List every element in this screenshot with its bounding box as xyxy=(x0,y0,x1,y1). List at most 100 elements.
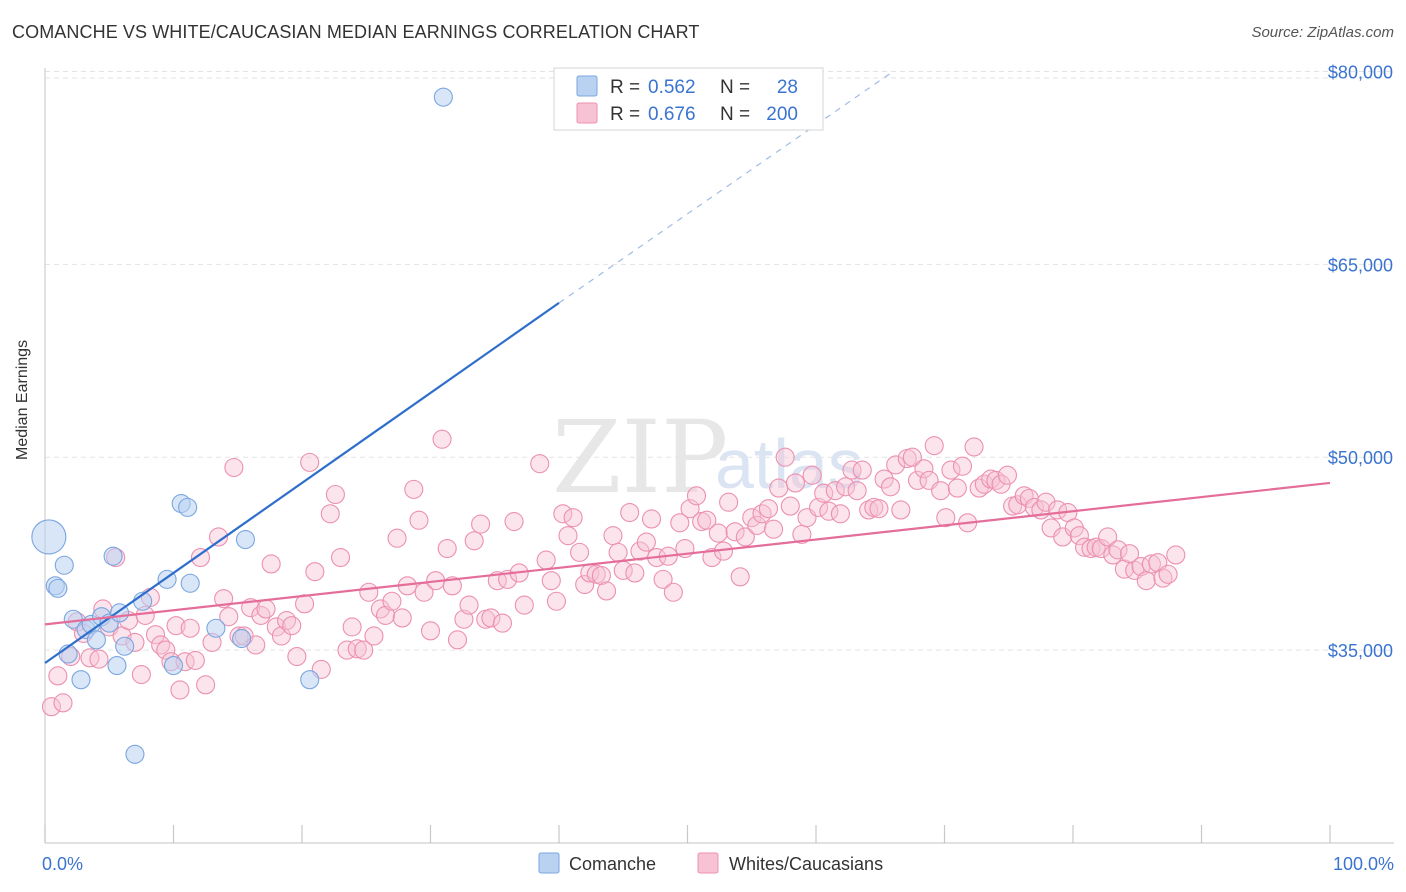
white-point xyxy=(719,492,739,512)
white-point xyxy=(190,547,211,568)
white-point xyxy=(869,499,889,519)
white-point xyxy=(596,581,617,601)
white-point xyxy=(347,639,367,659)
white-point xyxy=(708,523,728,543)
white-point xyxy=(185,650,205,670)
comanche-trend-line xyxy=(44,302,560,664)
legend-n-label-white: N = xyxy=(720,104,750,125)
legend-r-label-comanche: R = xyxy=(610,77,640,98)
white-point xyxy=(641,509,662,529)
white-point xyxy=(1075,537,1095,557)
white-point xyxy=(131,664,151,685)
white-point xyxy=(277,610,297,631)
white-point xyxy=(354,640,374,660)
white-point xyxy=(492,613,513,633)
white-point xyxy=(364,626,384,646)
white-point xyxy=(914,459,934,479)
y-tick-label: $35,000 xyxy=(1328,641,1393,661)
comanche-point xyxy=(178,497,198,517)
white-point xyxy=(814,483,834,503)
comanche-point xyxy=(103,546,123,566)
white-point xyxy=(620,502,640,523)
white-point xyxy=(305,562,325,582)
legend-n-value-white: 200 xyxy=(766,104,798,125)
chart-source: Source: ZipAtlas.com xyxy=(1251,24,1394,41)
white-point xyxy=(947,478,967,498)
white-point xyxy=(842,460,862,480)
legend-n-label-comanche: N = xyxy=(720,77,750,98)
legend-swatch-comanche xyxy=(576,75,598,97)
white-point xyxy=(471,514,491,534)
legend-r-value-white: 0.676 xyxy=(648,104,696,125)
white-points xyxy=(41,429,1186,717)
comanche-point xyxy=(107,655,127,676)
white-point xyxy=(997,465,1018,485)
white-point xyxy=(256,599,276,619)
white-point xyxy=(382,591,402,611)
white-point xyxy=(432,429,452,449)
white-point xyxy=(769,478,789,498)
white-point xyxy=(852,460,872,480)
white-point xyxy=(1036,492,1056,512)
white-point xyxy=(251,605,271,625)
white-point xyxy=(802,465,822,485)
white-point xyxy=(653,569,673,589)
y-tick-label: $80,000 xyxy=(1328,62,1393,82)
white-point xyxy=(775,447,795,467)
white-point xyxy=(1091,538,1111,559)
series-legend-swatch-white xyxy=(697,852,719,874)
comanche-point xyxy=(180,573,200,593)
white-point xyxy=(166,616,186,636)
white-point xyxy=(409,510,429,530)
white-point xyxy=(219,607,239,627)
white-point xyxy=(464,531,484,551)
white-point xyxy=(874,469,894,489)
comanche-point xyxy=(54,555,74,575)
white-point xyxy=(1136,571,1156,591)
white-point xyxy=(902,447,922,467)
white-point xyxy=(941,460,961,480)
white-point xyxy=(447,630,468,650)
white-point xyxy=(420,621,441,641)
white-point xyxy=(974,474,994,494)
white-point xyxy=(785,473,805,493)
white-point xyxy=(697,510,717,530)
white-point xyxy=(625,563,645,583)
white-point xyxy=(1108,540,1128,560)
white-point xyxy=(880,477,901,497)
white-point xyxy=(825,481,845,501)
white-point xyxy=(481,608,501,628)
white-point xyxy=(325,484,345,505)
white-point xyxy=(342,617,362,637)
white-point xyxy=(437,538,457,559)
white-point xyxy=(570,542,590,562)
axes xyxy=(44,68,1394,844)
white-point xyxy=(266,617,286,637)
comanche-point xyxy=(300,670,320,690)
white-point xyxy=(670,513,690,533)
white-point xyxy=(780,496,800,516)
legend-r-label-white: R = xyxy=(610,104,640,125)
comanche-point xyxy=(163,655,184,676)
white-point xyxy=(180,618,200,638)
white-point xyxy=(541,571,561,591)
white-point xyxy=(359,582,379,602)
legend-r-value-comanche: 0.562 xyxy=(648,77,696,98)
legend-n-value-comanche: 28 xyxy=(777,77,798,98)
white-point xyxy=(752,504,772,524)
white-point xyxy=(1069,526,1089,546)
white-point xyxy=(504,511,524,532)
white-point xyxy=(261,554,281,574)
comanche-point xyxy=(115,636,135,656)
white-point xyxy=(1158,564,1178,584)
white-point xyxy=(224,457,244,478)
comanche-point xyxy=(71,670,91,690)
comanche-point xyxy=(206,618,226,638)
white-point xyxy=(1098,527,1118,547)
x-tick-label-left: 0.0% xyxy=(42,854,83,874)
white-point xyxy=(830,504,850,524)
white-point xyxy=(563,508,583,528)
white-point xyxy=(1141,554,1161,574)
series-legend-swatch-comanche xyxy=(538,852,560,874)
